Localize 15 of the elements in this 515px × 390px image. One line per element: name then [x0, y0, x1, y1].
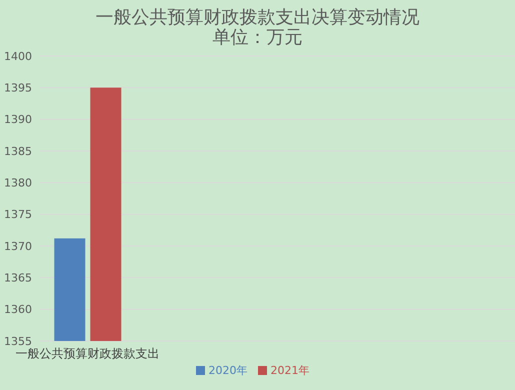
y-tick-label: 1395 — [4, 82, 32, 95]
chart-subtitle: 单位：万元 — [212, 27, 304, 48]
y-tick-label: 1355 — [4, 334, 32, 348]
y-tick-label: 1390 — [4, 113, 32, 126]
legend-label: 2020年 — [208, 364, 248, 377]
chart-title: 一般公共预算财政拨款支出决算变动情况 — [94, 7, 420, 28]
x-tick-label: 一般公共预算财政拨款支出 — [16, 346, 160, 361]
y-tick-label: 1385 — [4, 144, 32, 158]
y-tick-label: 1360 — [4, 303, 32, 316]
y-tick-label: 1365 — [4, 272, 32, 285]
y-tick-label: 1380 — [4, 176, 32, 190]
legend-label: 2021年 — [270, 364, 310, 377]
y-tick-label: 1375 — [4, 208, 32, 222]
y-tick-label: 1400 — [4, 50, 32, 63]
y-tick-label: 1370 — [4, 240, 32, 253]
